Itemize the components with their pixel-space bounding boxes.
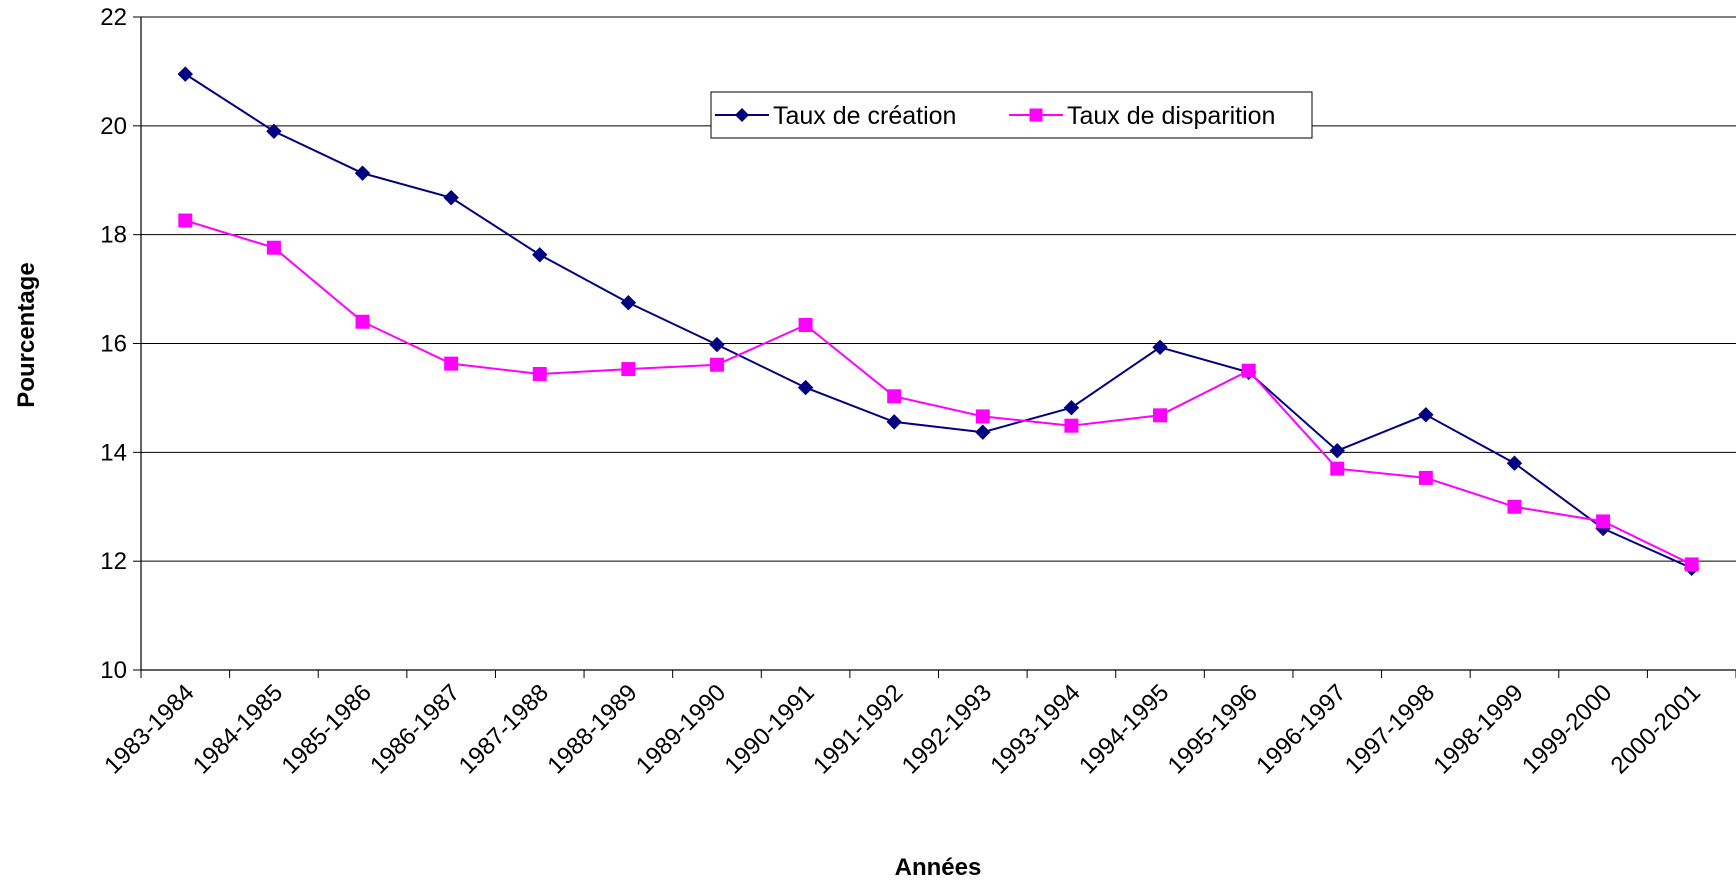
legend-label: Taux de création bbox=[773, 102, 956, 130]
data-point bbox=[975, 424, 991, 440]
data-point bbox=[709, 336, 725, 353]
y-tick-label: 20 bbox=[100, 113, 127, 140]
data-point bbox=[1064, 418, 1079, 433]
data-point bbox=[444, 356, 459, 371]
legend-marker bbox=[1029, 108, 1043, 122]
x-tick-label: 1983-1984 bbox=[99, 679, 199, 779]
x-tick-label: 1996-1997 bbox=[1251, 679, 1351, 779]
data-point bbox=[621, 362, 636, 377]
data-point bbox=[266, 240, 281, 255]
y-axis-title: Pourcentage bbox=[13, 262, 40, 407]
data-point bbox=[178, 213, 193, 228]
data-point bbox=[266, 123, 282, 139]
data-point bbox=[887, 389, 902, 404]
y-tick-label: 14 bbox=[100, 439, 127, 466]
data-point bbox=[975, 409, 990, 424]
data-point bbox=[798, 317, 813, 332]
series-2 bbox=[178, 213, 1699, 572]
data-point bbox=[443, 189, 459, 206]
x-tick-label: 1999-2000 bbox=[1517, 679, 1617, 779]
data-point bbox=[532, 247, 548, 263]
x-tick-labels: 1983-19841984-19851985-19861986-19871987… bbox=[99, 679, 1706, 779]
y-tick-label: 10 bbox=[100, 657, 127, 684]
x-tick-label: 1993-1994 bbox=[985, 679, 1085, 779]
legend: Taux de création Taux de disparition bbox=[710, 91, 1313, 139]
legend-item-2: Taux de disparition bbox=[1009, 102, 1275, 130]
x-tick-label: 1990-1991 bbox=[720, 679, 820, 779]
x-tick-label: 1985-1986 bbox=[277, 679, 377, 779]
data-point bbox=[1506, 455, 1523, 471]
x-tick-label: 1987-1988 bbox=[454, 679, 554, 779]
data-point bbox=[1418, 407, 1434, 423]
data-point bbox=[1153, 408, 1168, 423]
legend-label: Taux de disparition bbox=[1067, 102, 1275, 130]
x-tick-label: 1986-1987 bbox=[365, 679, 465, 779]
legend-item-1: Taux de création bbox=[715, 102, 956, 130]
y-tick-label: 16 bbox=[100, 331, 127, 358]
x-tick-label: 1988-1989 bbox=[542, 679, 642, 779]
data-point bbox=[1684, 557, 1699, 572]
x-tick-label: 1994-1995 bbox=[1074, 679, 1174, 779]
y-tick-label: 12 bbox=[100, 548, 127, 575]
data-point bbox=[1507, 499, 1522, 514]
data-point bbox=[1330, 461, 1345, 476]
series-layer bbox=[177, 66, 1700, 576]
data-point bbox=[1152, 339, 1168, 356]
x-tick-label: 1984-1985 bbox=[188, 679, 288, 779]
x-tick-label: 1992-1993 bbox=[897, 679, 997, 779]
axes bbox=[133, 16, 1736, 678]
data-point bbox=[177, 66, 194, 82]
data-point bbox=[797, 379, 814, 396]
data-point bbox=[532, 366, 547, 381]
y-tick-labels: 10 12 14 16 18 20 22 bbox=[100, 4, 127, 684]
y-tick-label: 22 bbox=[100, 4, 127, 31]
series-line bbox=[185, 219, 1693, 566]
data-point bbox=[355, 314, 370, 329]
data-point bbox=[1596, 514, 1611, 529]
x-tick-label: 1998-1999 bbox=[1428, 679, 1528, 779]
data-point bbox=[886, 414, 902, 430]
series-line bbox=[184, 73, 1693, 570]
data-point bbox=[1418, 470, 1433, 485]
x-tick-label: 1991-1992 bbox=[808, 679, 908, 779]
x-tick-label: 1995-1996 bbox=[1163, 679, 1263, 779]
y-tick-label: 18 bbox=[100, 222, 127, 249]
data-point bbox=[354, 165, 371, 181]
legend-marker bbox=[735, 108, 749, 122]
x-tick-label: 1989-1990 bbox=[631, 679, 731, 779]
data-point bbox=[1241, 363, 1256, 378]
data-point bbox=[1329, 442, 1345, 459]
data-point bbox=[620, 294, 637, 311]
data-point bbox=[1063, 400, 1080, 416]
series-1 bbox=[177, 66, 1700, 576]
x-tick-label: 2000-2001 bbox=[1606, 679, 1706, 779]
data-point bbox=[709, 357, 724, 372]
x-axis-title: Années bbox=[895, 854, 982, 881]
x-tick-label: 1997-1998 bbox=[1340, 679, 1440, 779]
